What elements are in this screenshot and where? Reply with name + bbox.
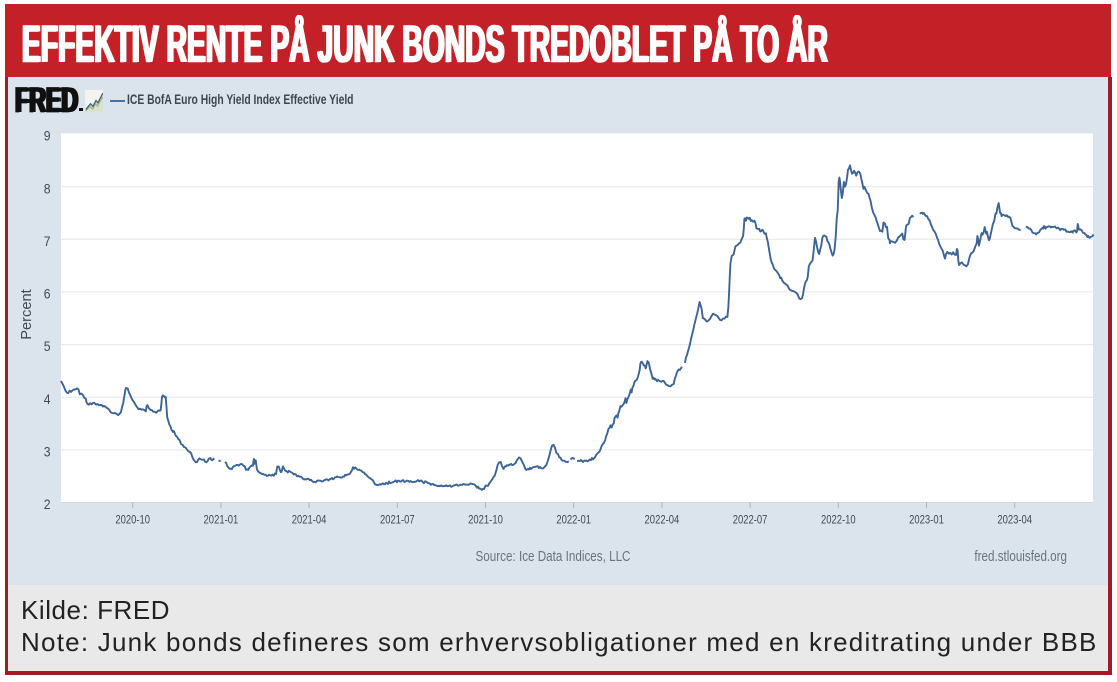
svg-text:2020-10: 2020-10 — [115, 513, 150, 527]
svg-text:2022-07: 2022-07 — [733, 513, 768, 527]
svg-text:2: 2 — [44, 497, 51, 512]
svg-text:4: 4 — [44, 392, 51, 407]
svg-text:2022-10: 2022-10 — [821, 513, 856, 527]
svg-text:2021-04: 2021-04 — [292, 513, 327, 527]
svg-text:6: 6 — [44, 287, 51, 302]
svg-text:3: 3 — [44, 445, 51, 460]
svg-text:2021-07: 2021-07 — [380, 513, 415, 527]
svg-text:2021-10: 2021-10 — [468, 513, 503, 527]
svg-text:5: 5 — [44, 339, 51, 354]
svg-text:2022-01: 2022-01 — [556, 513, 591, 527]
svg-text:8: 8 — [44, 181, 51, 196]
svg-text:2023-04: 2023-04 — [997, 513, 1032, 527]
svg-text:2023-01: 2023-01 — [909, 513, 944, 527]
svg-text:Percent: Percent — [19, 289, 35, 340]
svg-text:2021-01: 2021-01 — [204, 513, 239, 527]
svg-text:7: 7 — [44, 234, 51, 249]
svg-text:9: 9 — [44, 129, 51, 144]
svg-text:2022-04: 2022-04 — [645, 513, 680, 527]
